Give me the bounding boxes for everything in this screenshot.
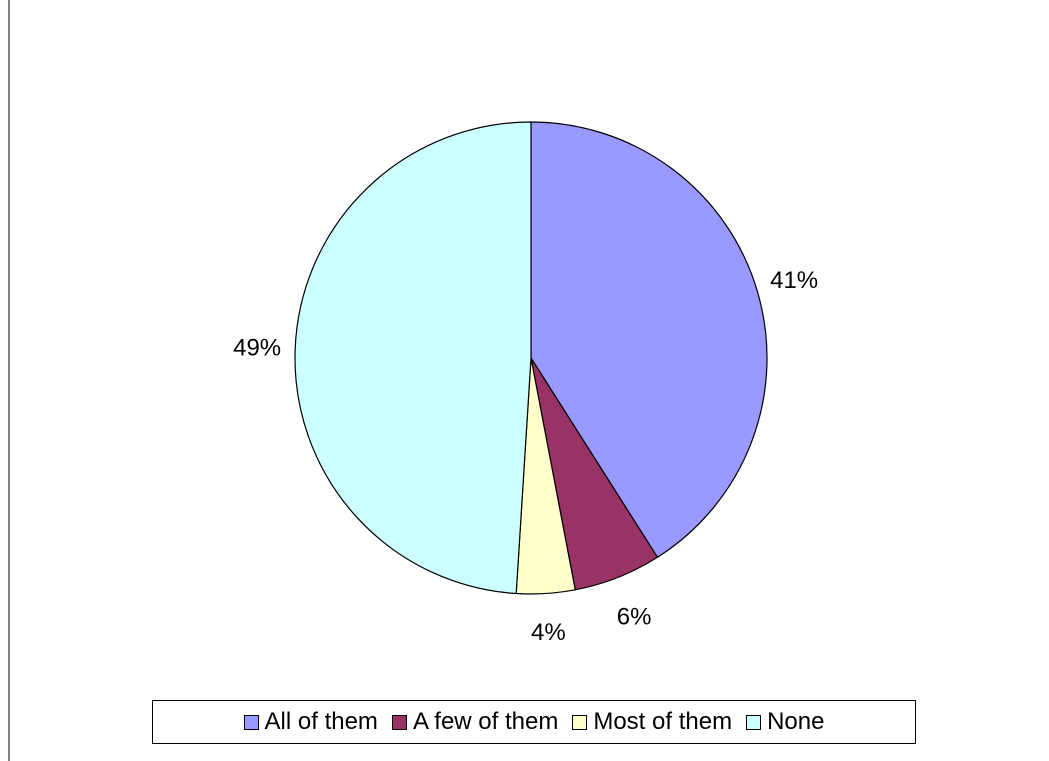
legend-swatch-most-of-them bbox=[572, 714, 588, 730]
legend-item-most-of-them: Most of them bbox=[572, 708, 732, 736]
data-label-all-of-them: 41% bbox=[770, 267, 818, 294]
legend-swatch-all-of-them bbox=[243, 714, 259, 730]
data-label-none: 49% bbox=[233, 335, 281, 362]
data-label-a-few-of-them: 6% bbox=[617, 604, 652, 631]
pie-slice-all-of-them bbox=[530, 121, 768, 559]
legend-label-a-few-of-them: A few of them bbox=[412, 708, 559, 735]
legend-item-a-few-of-them: A few of them bbox=[391, 708, 559, 736]
legend-label-none: None bbox=[767, 708, 825, 735]
legend-item-none: None bbox=[746, 708, 824, 736]
data-label-most-of-them: 4% bbox=[531, 619, 566, 646]
legend-label-most-of-them: Most of them bbox=[593, 708, 733, 735]
pie-slices bbox=[294, 121, 768, 595]
legend-item-all-of-them: All of them bbox=[243, 708, 378, 736]
legend-label-all-of-them: All of them bbox=[264, 708, 378, 735]
pie-data-labels: 41% 6% 4% 49% bbox=[233, 267, 818, 646]
legend: All of them A few of them Most of them None bbox=[152, 700, 916, 744]
legend-swatch-a-few-of-them bbox=[391, 714, 407, 730]
legend-swatch-none bbox=[746, 714, 762, 730]
pie-slice-none bbox=[294, 121, 532, 595]
